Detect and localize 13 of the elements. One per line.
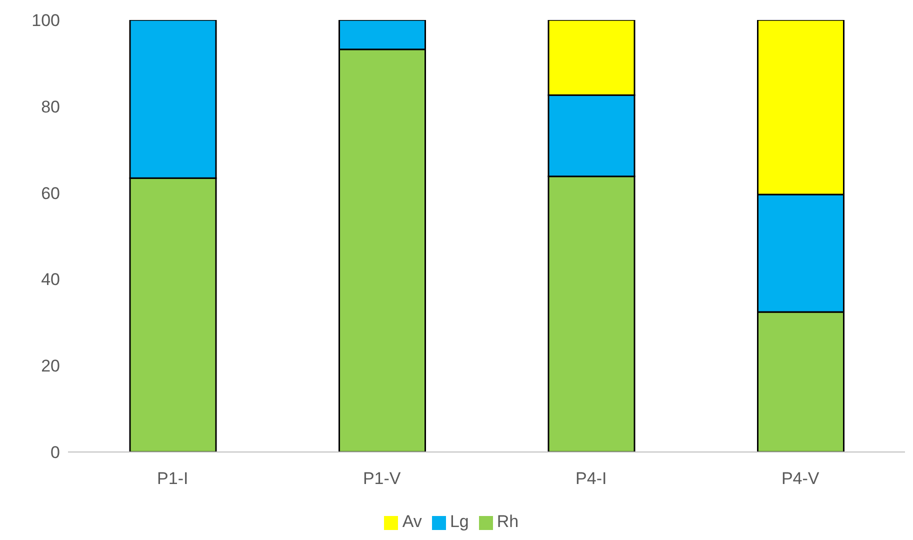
legend-label: Av bbox=[402, 512, 422, 531]
y-tick-label: 40 bbox=[41, 270, 60, 290]
y-tick-label: 20 bbox=[41, 356, 60, 376]
x-tick-label: P1-I bbox=[157, 469, 188, 488]
x-tick-label: P4-V bbox=[781, 469, 820, 488]
legend-label: Lg bbox=[450, 512, 469, 531]
y-tick-label: 100 bbox=[32, 11, 60, 30]
legend-label: Rh bbox=[496, 512, 519, 531]
y-tick-label: 80 bbox=[41, 97, 60, 116]
y-tick-label: 60 bbox=[41, 184, 60, 203]
y-tick-label: 0 bbox=[50, 443, 60, 462]
x-tick-label: P1-V bbox=[362, 469, 402, 488]
x-tick-label: P4-I bbox=[576, 469, 607, 488]
